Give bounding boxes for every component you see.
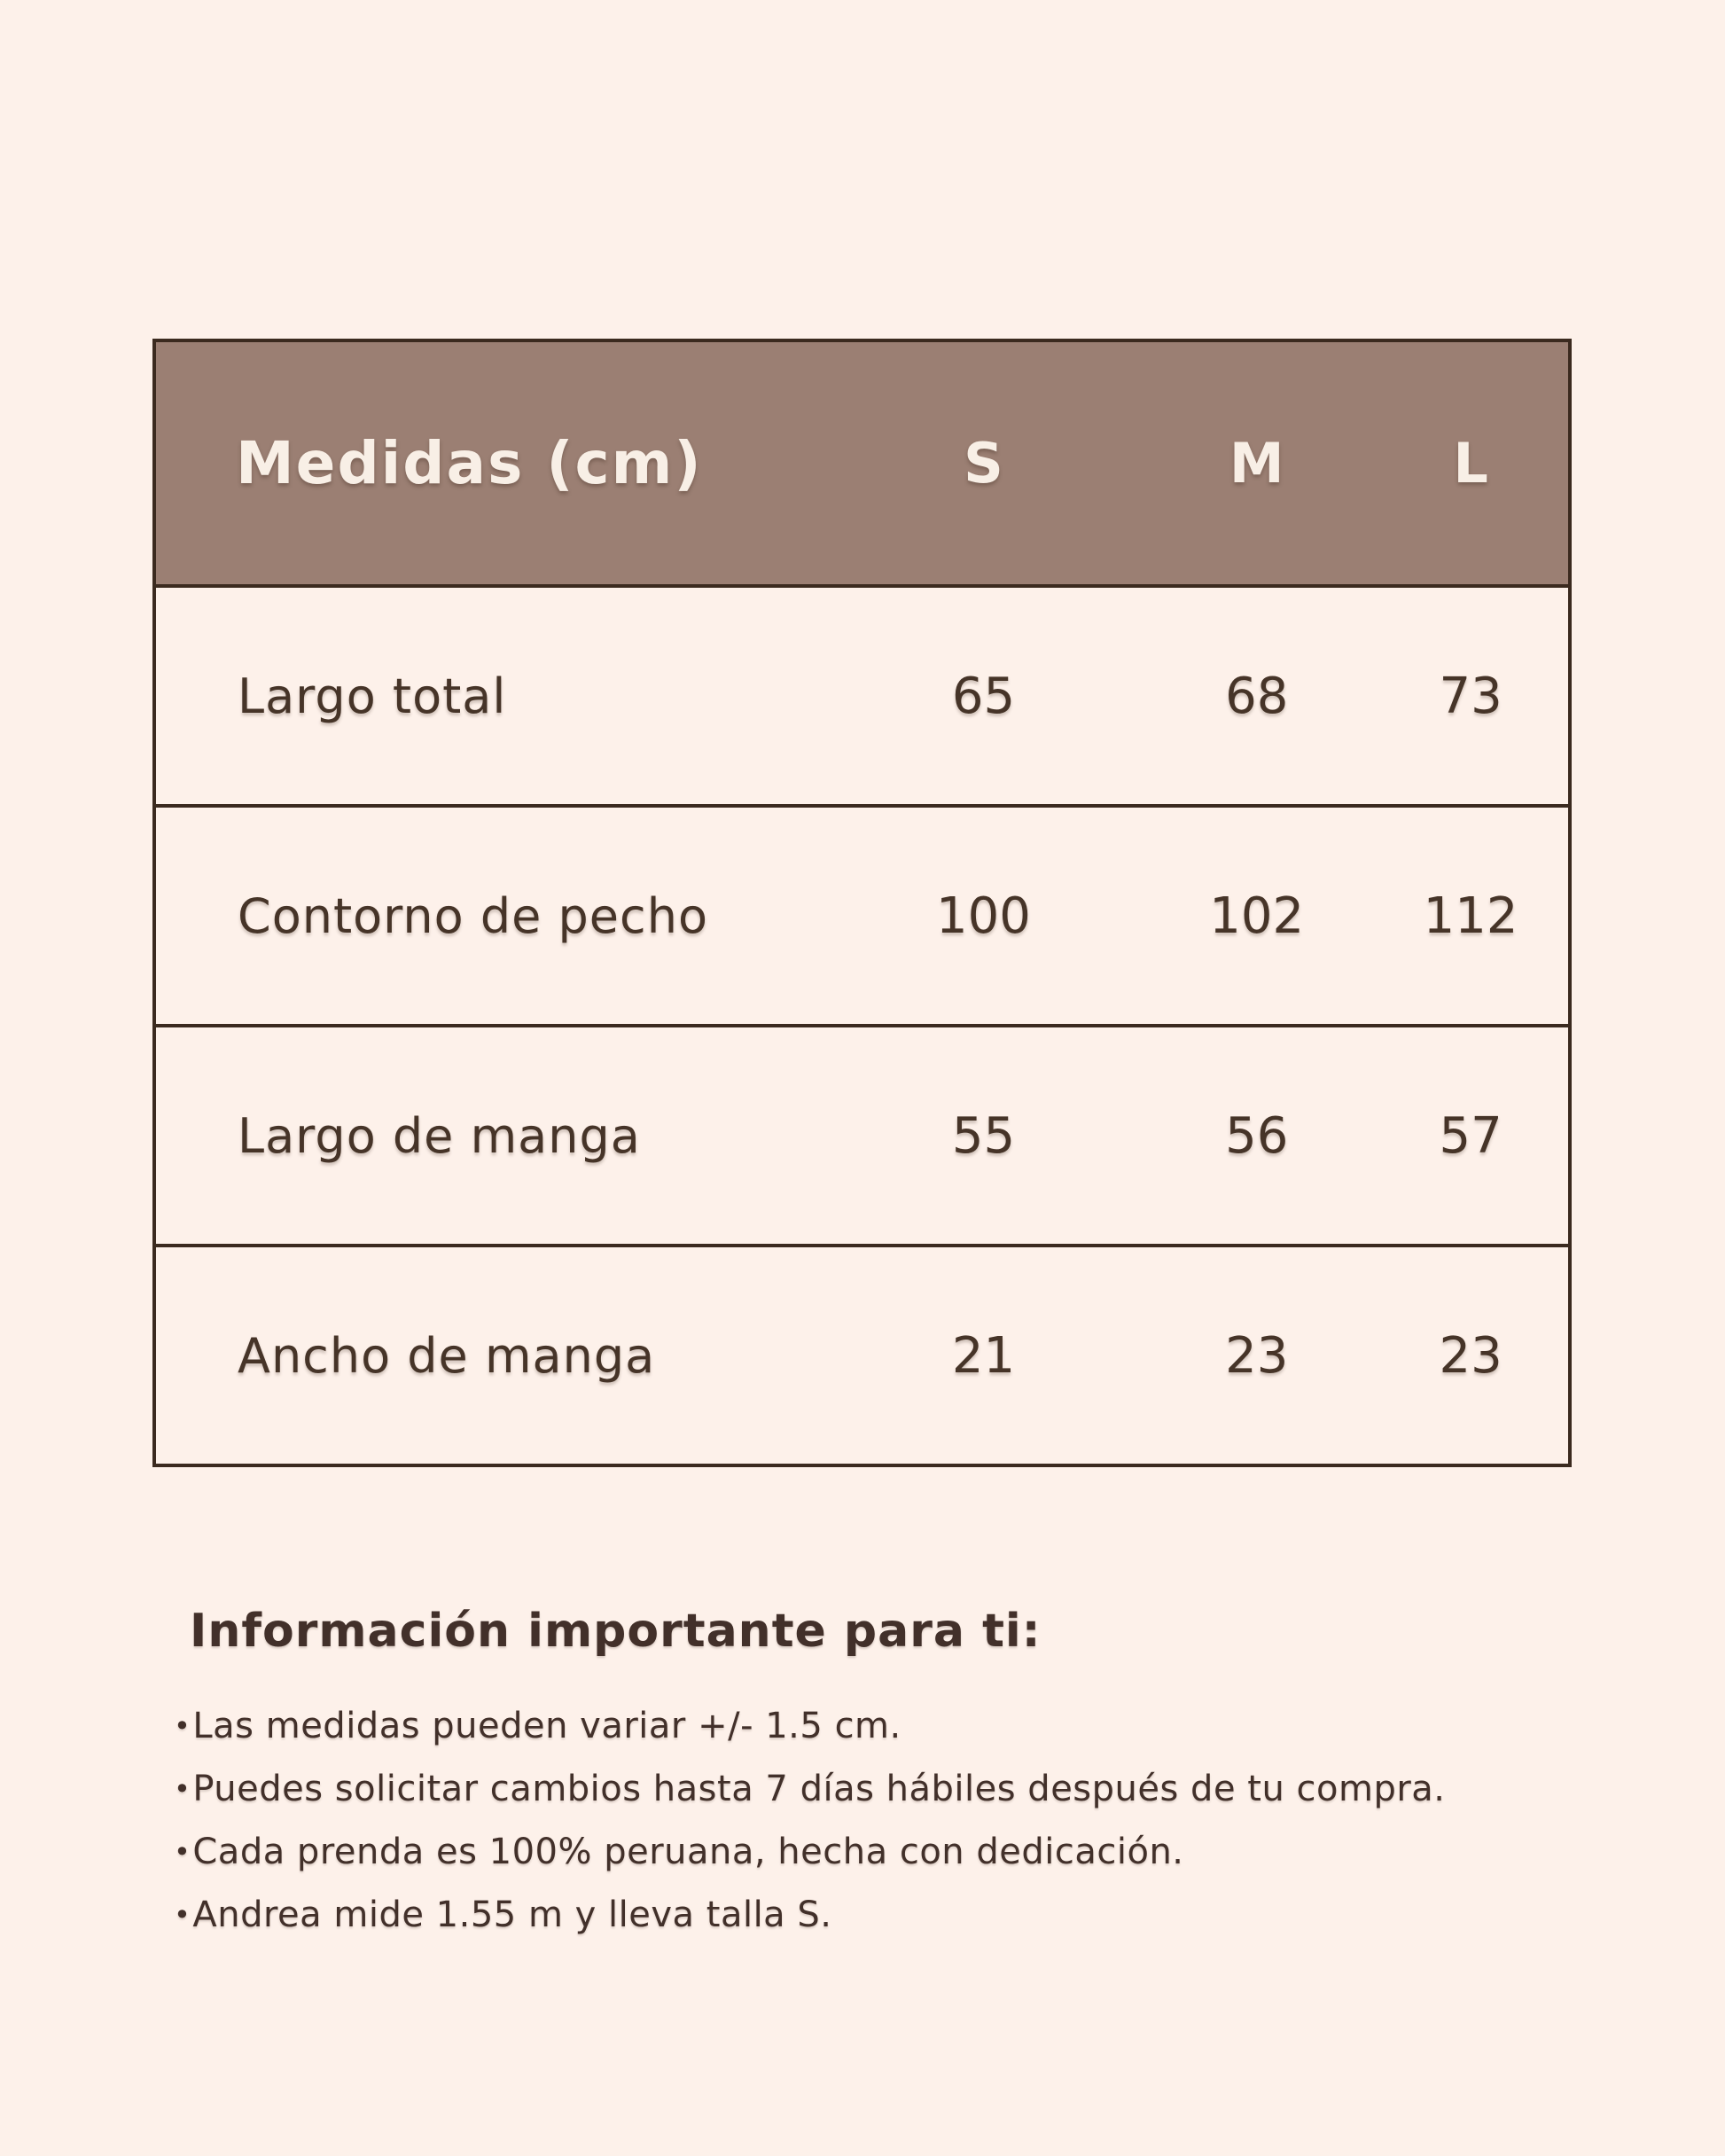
- bullet-origin: Cada prenda es 100% peruana, hecha con d…: [174, 1821, 1610, 1884]
- bullet-model-size: Andrea mide 1.55 m y lleva talla S.: [174, 1884, 1610, 1947]
- cell-value-l: 23: [1439, 1326, 1503, 1385]
- cell-value-m: 23: [1225, 1326, 1289, 1385]
- cell-value-l: 112: [1423, 887, 1518, 945]
- bullet-measure-variance: Las medidas pueden variar +/- 1.5 cm.: [174, 1695, 1610, 1758]
- size-column-m: M: [1229, 431, 1284, 496]
- table-row-largo-total: Largo total 65 68 73: [156, 584, 1568, 804]
- cell-value-m: 102: [1209, 887, 1305, 945]
- cell-value-s: 21: [951, 1326, 1016, 1385]
- cell-value-l: 73: [1439, 667, 1503, 725]
- info-bullet-list: Las medidas pueden variar +/- 1.5 cm. Pu…: [174, 1695, 1610, 1947]
- important-info-section: Información importante para ti: Las medi…: [174, 1605, 1610, 1947]
- table-title: Medidas (cm): [236, 429, 703, 497]
- size-chart-table: Medidas (cm) S M L Largo total 65 68 73 …: [152, 339, 1572, 1467]
- cell-value-s: 55: [951, 1106, 1016, 1165]
- table-row-largo-de-manga: Largo de manga 55 56 57: [156, 1024, 1568, 1244]
- size-column-s: S: [964, 431, 1003, 496]
- table-row-contorno-de-pecho: Contorno de pecho 100 102 112: [156, 804, 1568, 1024]
- cell-value-l: 57: [1439, 1106, 1503, 1165]
- table-header-row: Medidas (cm) S M L: [156, 342, 1568, 584]
- table-row-ancho-de-manga: Ancho de manga 21 23 23: [156, 1244, 1568, 1464]
- row-label: Ancho de manga: [238, 1327, 656, 1384]
- cell-value-m: 56: [1225, 1106, 1289, 1165]
- cell-value-m: 68: [1225, 667, 1289, 725]
- bullet-exchange-policy: Puedes solicitar cambios hasta 7 días há…: [174, 1758, 1610, 1821]
- row-label: Largo de manga: [238, 1107, 641, 1164]
- size-column-l: L: [1453, 431, 1488, 496]
- info-title: Información importante para ti:: [190, 1605, 1042, 1658]
- cell-value-s: 100: [936, 887, 1031, 945]
- row-label: Largo total: [238, 668, 507, 724]
- row-label: Contorno de pecho: [238, 887, 708, 944]
- cell-value-s: 65: [951, 667, 1016, 725]
